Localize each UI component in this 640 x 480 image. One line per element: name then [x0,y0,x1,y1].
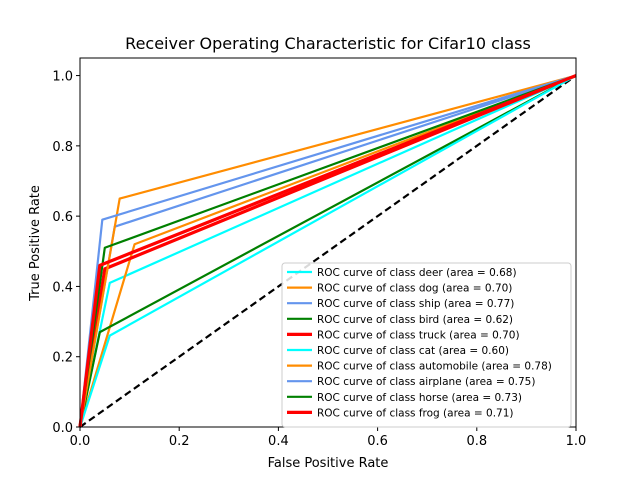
roc-curve-line-5 [78,74,577,428]
legend-entry-label: ROC curve of class frog (area = 0.71) [317,407,514,419]
x-tick-label: 0.4 [268,434,289,449]
plot-lines [78,74,577,428]
legend-entry-label: ROC curve of class deer (area = 0.68) [317,267,517,279]
y-tick-label: 0.4 [52,280,73,295]
axes: 0.0 0.2 0.4 0.6 0.8 1.0 0.0 0.2 0.4 0.6 0.8 1.0 [52,57,587,449]
legend-entry-label: ROC curve of class truck (area = 0.70) [317,329,520,341]
legend-entry-label: ROC curve of class ship (area = 0.77) [317,298,514,310]
legend-entry-label: ROC curve of class automobile (area = 0.… [317,361,552,373]
legend-box [281,262,572,428]
legend: ROC curve of class deer (area = 0.68) ROC… [281,262,572,428]
roc-curve-line-1 [78,74,577,428]
y-axis-label: True Positive Rate [28,185,43,302]
y-tick-label: 0.8 [52,140,73,155]
y-tick-label: 1.0 [52,70,73,85]
x-tick-label: 0.0 [70,434,91,449]
x-tick-label: 0.2 [169,434,190,449]
y-tick-label: 0.0 [52,421,73,436]
roc-curve-line-6 [78,74,577,428]
chart-title: Receiver Operating Characteristic for Ci… [125,34,531,53]
legend-entry-label: ROC curve of class airplane (area = 0.75… [317,376,535,388]
legend-entry-label: ROC curve of class bird (area = 0.62) [317,314,513,326]
legend-entry-label: ROC curve of class dog (area = 0.70) [317,283,512,295]
roc-curve-line-3 [78,74,577,428]
x-tick-label: 1.0 [566,434,587,449]
legend-entry-label: ROC curve of class cat (area = 0.60) [317,345,509,357]
y-tick-label: 0.6 [52,210,73,225]
y-tick-label: 0.2 [52,351,73,366]
chance-reference-line [79,74,577,428]
legend-entry-label: ROC curve of class horse (area = 0.73) [317,392,522,404]
x-axis-label: False Positive Rate [268,456,389,471]
x-tick-label: 0.8 [466,434,487,449]
x-tick-label: 0.6 [367,434,388,449]
roc-curve-line-9 [78,74,577,428]
